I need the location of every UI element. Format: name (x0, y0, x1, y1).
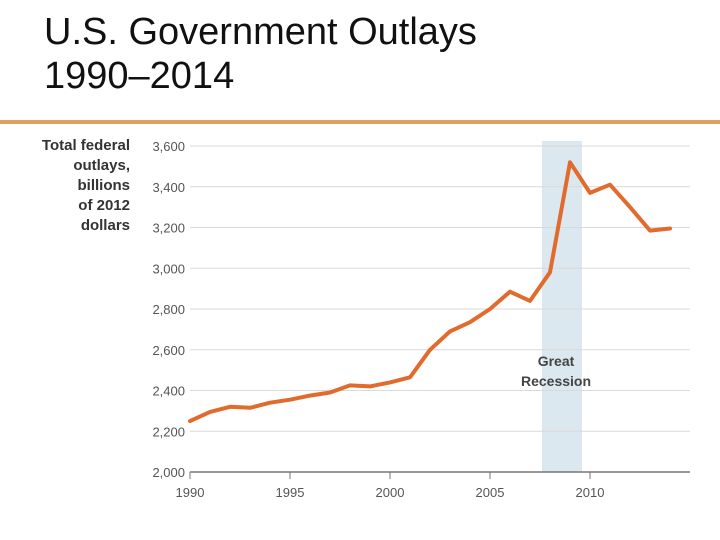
recession-annotation-line: Great (538, 353, 575, 369)
y-tick-label: 2,800 (152, 302, 185, 317)
outlays-series-line (188, 160, 672, 424)
y-tick-label: 3,200 (152, 221, 185, 236)
y-tick-label: 2,600 (152, 343, 185, 358)
y-axis-label-line: outlays, (73, 157, 130, 174)
y-axis-label-line: of 2012 (78, 197, 130, 214)
x-tick-label: 2010 (576, 485, 605, 500)
recession-shaded-region (542, 141, 582, 472)
y-axis-label-line: billions (77, 177, 131, 194)
y-axis-label: Total federal outlays, billions of 2012 … (42, 136, 130, 236)
slide-title: U.S. Government Outlays 1990–2014 (44, 10, 477, 98)
y-tick-label: 3,400 (152, 180, 185, 195)
x-tick-label: 2005 (476, 485, 505, 500)
slide-title-line-1: U.S. Government Outlays (44, 11, 477, 53)
y-tick-label: 2,200 (152, 424, 185, 439)
y-tick-label: 3,600 (152, 139, 185, 154)
x-tick-label: 1990 (176, 485, 205, 500)
recession-annotation-line: Recession (521, 373, 591, 389)
y-tick-label: 2,400 (152, 384, 185, 399)
y-tick-label: 2,000 (152, 465, 185, 480)
slide-title-line-2: 1990–2014 (44, 55, 235, 97)
x-tick-label: 2000 (376, 485, 405, 500)
y-axis-label-line: Total federal (41, 137, 130, 154)
x-tick-label: 1995 (276, 485, 305, 500)
y-tick-label: 3,000 (152, 261, 185, 276)
title-divider (0, 120, 720, 124)
y-axis-label-line: dollars (80, 217, 130, 234)
